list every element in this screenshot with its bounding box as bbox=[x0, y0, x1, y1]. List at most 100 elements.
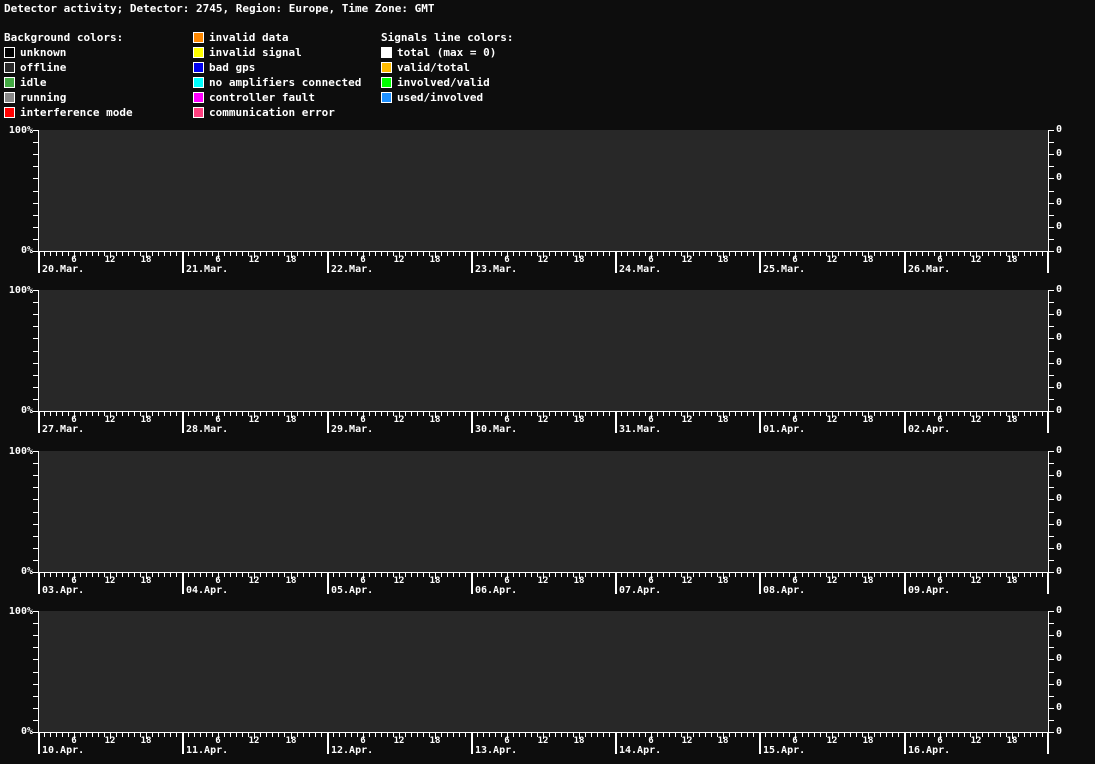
hour-tick bbox=[892, 252, 893, 256]
legend-item-idle: idle bbox=[4, 75, 133, 90]
hour-tick bbox=[723, 412, 724, 418]
hour-tick bbox=[603, 252, 604, 256]
legend-item-running: running bbox=[4, 90, 133, 105]
right-y-tick bbox=[1049, 536, 1054, 537]
hour-tick bbox=[278, 252, 279, 256]
hour-tick bbox=[242, 573, 243, 577]
right-y-axis-zero-label: 0 bbox=[1056, 245, 1063, 256]
hour-tick bbox=[868, 733, 869, 739]
hour-tick bbox=[627, 573, 628, 577]
right-y-axis-zero-label: 0 bbox=[1056, 493, 1063, 504]
hour-label: 6 bbox=[71, 736, 77, 746]
hour-tick bbox=[1012, 733, 1013, 739]
hour-tick bbox=[892, 573, 893, 577]
hour-tick bbox=[994, 573, 995, 577]
hour-tick bbox=[405, 733, 406, 737]
hour-label: 12 bbox=[104, 576, 116, 586]
hour-tick bbox=[513, 733, 514, 737]
date-label: 26.Mar. bbox=[908, 264, 951, 275]
hour-tick bbox=[789, 733, 790, 737]
hour-label: 6 bbox=[648, 415, 654, 425]
hour-tick bbox=[747, 573, 748, 577]
hour-tick bbox=[856, 412, 857, 416]
left-y-tick bbox=[33, 290, 38, 291]
left-y-tick bbox=[33, 154, 38, 155]
hour-tick bbox=[110, 412, 111, 418]
hour-tick bbox=[230, 252, 231, 256]
hour-tick bbox=[765, 733, 766, 737]
hour-tick bbox=[477, 733, 478, 737]
hour-tick bbox=[874, 252, 875, 256]
legend-item-interference-mode: interference mode bbox=[4, 105, 133, 120]
hour-tick bbox=[483, 573, 484, 577]
hour-label: 18 bbox=[1006, 415, 1018, 425]
hour-tick bbox=[705, 252, 706, 256]
hour-tick bbox=[146, 412, 147, 418]
hour-tick bbox=[212, 412, 213, 416]
hour-tick bbox=[489, 412, 490, 416]
right-y-tick bbox=[1049, 524, 1054, 525]
hour-label: 18 bbox=[140, 576, 152, 586]
hour-tick bbox=[699, 733, 700, 737]
hour-tick bbox=[188, 733, 189, 737]
hour-tick bbox=[387, 252, 388, 256]
hour-tick bbox=[116, 252, 117, 256]
hour-tick bbox=[982, 252, 983, 256]
left-y-tick bbox=[33, 338, 38, 339]
hour-tick bbox=[573, 412, 574, 416]
hour-tick bbox=[1030, 412, 1031, 416]
hour-tick bbox=[1012, 252, 1013, 258]
right-y-axis-zero-label: 0 bbox=[1056, 629, 1063, 640]
y-axis-min-label: 0% bbox=[20, 405, 33, 416]
hour-tick bbox=[645, 412, 646, 416]
right-y-axis-zero-label: 0 bbox=[1056, 197, 1063, 208]
hour-tick bbox=[934, 252, 935, 256]
hour-tick bbox=[447, 733, 448, 737]
hour-label: 18 bbox=[573, 576, 585, 586]
hour-tick bbox=[333, 412, 334, 416]
no-amplifiers-color-swatch bbox=[193, 77, 204, 88]
hour-tick bbox=[399, 573, 400, 579]
hour-tick bbox=[44, 252, 45, 256]
left-y-tick bbox=[33, 623, 38, 624]
hour-tick bbox=[266, 252, 267, 256]
hour-tick bbox=[1024, 252, 1025, 256]
hour-tick bbox=[651, 573, 652, 579]
hour-tick bbox=[717, 733, 718, 737]
right-y-axis-zero-label: 0 bbox=[1056, 542, 1063, 553]
hour-tick bbox=[952, 412, 953, 416]
hour-tick bbox=[1042, 252, 1043, 256]
right-y-tick bbox=[1049, 326, 1054, 327]
hour-tick bbox=[489, 733, 490, 737]
legend-item-used-involved: used/involved bbox=[381, 90, 513, 105]
left-y-tick bbox=[33, 572, 38, 573]
hour-tick bbox=[393, 412, 394, 416]
hour-label: 12 bbox=[537, 255, 549, 265]
hour-tick bbox=[309, 573, 310, 577]
hour-tick bbox=[62, 252, 63, 256]
hour-tick bbox=[970, 573, 971, 577]
hour-tick bbox=[675, 412, 676, 416]
right-y-axis-zero-label: 0 bbox=[1056, 605, 1063, 616]
hour-tick bbox=[176, 573, 177, 577]
hour-tick bbox=[639, 573, 640, 577]
hour-tick bbox=[375, 573, 376, 577]
hour-tick bbox=[483, 412, 484, 416]
chart-row: 100% 0% 0 0 0 0 0 0 6 12 18 27.Mar. 6 12 18 28.Mar. 6 12 1… bbox=[0, 285, 1095, 450]
legend-item-label: no amplifiers connected bbox=[209, 76, 362, 89]
left-y-tick bbox=[33, 227, 38, 228]
hour-label: 6 bbox=[648, 576, 654, 586]
hour-tick bbox=[339, 573, 340, 577]
legend-item-bad-gps: bad gps bbox=[193, 60, 361, 75]
hour-tick bbox=[417, 733, 418, 737]
hour-tick bbox=[357, 252, 358, 256]
hour-tick bbox=[543, 252, 544, 258]
hour-tick bbox=[116, 733, 117, 737]
hour-tick bbox=[591, 252, 592, 256]
hour-tick bbox=[531, 252, 532, 256]
right-y-tick bbox=[1049, 290, 1054, 291]
hour-label: 12 bbox=[537, 415, 549, 425]
hour-tick bbox=[236, 573, 237, 577]
hour-tick bbox=[964, 412, 965, 416]
hour-tick bbox=[429, 733, 430, 737]
